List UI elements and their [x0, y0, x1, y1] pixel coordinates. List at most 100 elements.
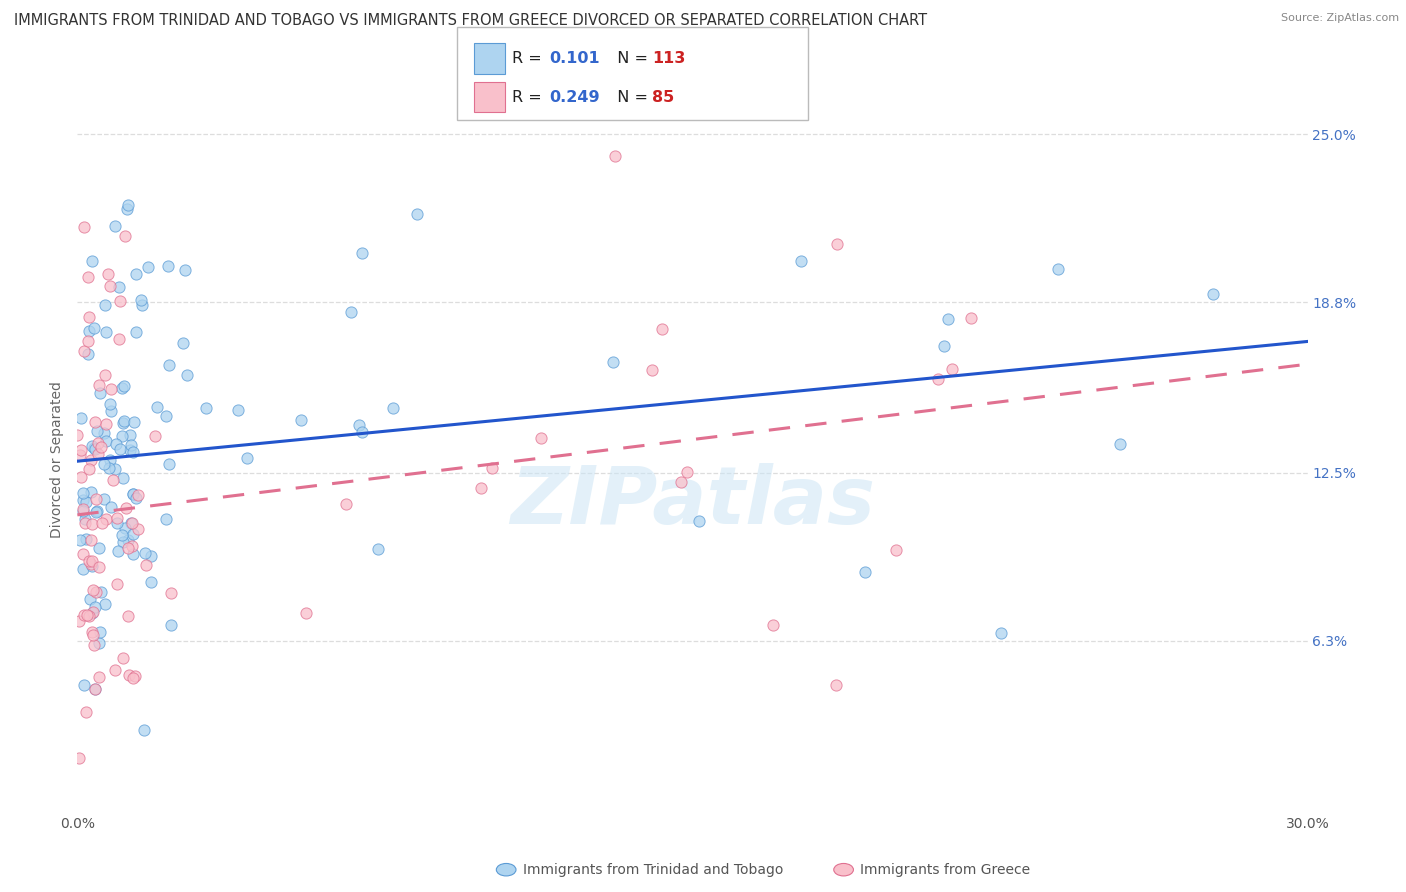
Point	[1046, 261, 1069, 276]
Point	[235, 451, 257, 466]
Point	[76, 346, 98, 360]
Point	[120, 438, 142, 452]
Point	[141, 549, 163, 564]
Point	[90, 585, 112, 599]
Point	[80, 557, 103, 571]
Point	[72, 486, 94, 500]
Point	[118, 667, 141, 681]
Point	[990, 626, 1012, 640]
Point	[136, 260, 159, 274]
Point	[127, 487, 149, 501]
Point	[603, 149, 626, 163]
Point	[124, 669, 146, 683]
Point	[100, 382, 122, 396]
Point	[105, 577, 128, 591]
Y-axis label: Divorced or Separated: Divorced or Separated	[51, 381, 65, 538]
Point	[75, 495, 97, 509]
Point	[77, 609, 100, 624]
Point	[72, 547, 94, 561]
Point	[107, 544, 129, 558]
Point	[122, 547, 145, 561]
Point	[195, 401, 218, 416]
Point	[82, 628, 104, 642]
Point	[122, 527, 145, 541]
Point	[121, 516, 143, 530]
Point	[938, 312, 960, 326]
Point	[111, 416, 134, 430]
Point	[80, 554, 103, 568]
Point	[117, 608, 139, 623]
Point	[73, 678, 96, 692]
Point	[173, 336, 195, 351]
Point	[155, 511, 177, 525]
Point	[124, 325, 146, 339]
Point	[675, 465, 697, 479]
Point	[155, 409, 177, 424]
Point	[72, 493, 94, 508]
Point	[82, 605, 104, 619]
Point	[115, 202, 138, 216]
Point	[941, 362, 963, 376]
Point	[159, 586, 181, 600]
Point	[80, 624, 103, 639]
Point	[73, 608, 96, 623]
Point	[98, 397, 121, 411]
Point	[89, 378, 111, 392]
Point	[91, 516, 114, 531]
Point	[470, 481, 492, 495]
Point	[825, 237, 848, 252]
Point	[114, 229, 136, 244]
Text: R =: R =	[512, 90, 547, 105]
Point	[824, 678, 846, 692]
Text: IMMIGRANTS FROM TRINIDAD AND TOBAGO VS IMMIGRANTS FROM GREECE DIVORCED OR SEPARA: IMMIGRANTS FROM TRINIDAD AND TOBAGO VS I…	[14, 13, 927, 29]
Point	[98, 460, 121, 475]
Point	[79, 533, 101, 547]
Point	[73, 344, 96, 359]
Point	[82, 582, 104, 597]
Point	[94, 368, 117, 383]
Point	[94, 417, 117, 431]
Point	[94, 325, 117, 339]
Point	[66, 427, 89, 442]
Point	[104, 219, 127, 233]
Text: N =: N =	[607, 90, 654, 105]
Point	[67, 750, 90, 764]
Point	[87, 560, 110, 574]
Point	[79, 591, 101, 606]
Point	[112, 535, 135, 549]
Point	[146, 400, 169, 414]
Point	[104, 663, 127, 677]
Point	[84, 505, 107, 519]
Point	[94, 512, 117, 526]
Point	[111, 528, 134, 542]
Point	[122, 487, 145, 501]
Point	[94, 598, 117, 612]
Point	[932, 339, 955, 353]
Point	[77, 461, 100, 475]
Point	[70, 442, 93, 457]
Point	[960, 311, 983, 326]
Point	[886, 542, 908, 557]
Text: Immigrants from Greece: Immigrants from Greece	[860, 863, 1031, 877]
Point	[117, 198, 139, 212]
Text: Source: ZipAtlas.com: Source: ZipAtlas.com	[1281, 13, 1399, 23]
Point	[105, 516, 128, 530]
Point	[87, 447, 110, 461]
Point	[83, 682, 105, 697]
Point	[83, 639, 105, 653]
Point	[112, 413, 135, 427]
Point	[100, 500, 122, 515]
Point	[98, 279, 121, 293]
Point	[134, 546, 156, 560]
Point	[121, 516, 143, 531]
Point	[79, 324, 101, 338]
Point	[89, 385, 111, 400]
Point	[669, 475, 692, 490]
Point	[125, 267, 148, 281]
Point	[86, 424, 108, 438]
Point	[340, 305, 363, 319]
Point	[75, 532, 97, 546]
Point	[762, 618, 785, 632]
Point	[602, 355, 624, 369]
Point	[108, 332, 131, 346]
